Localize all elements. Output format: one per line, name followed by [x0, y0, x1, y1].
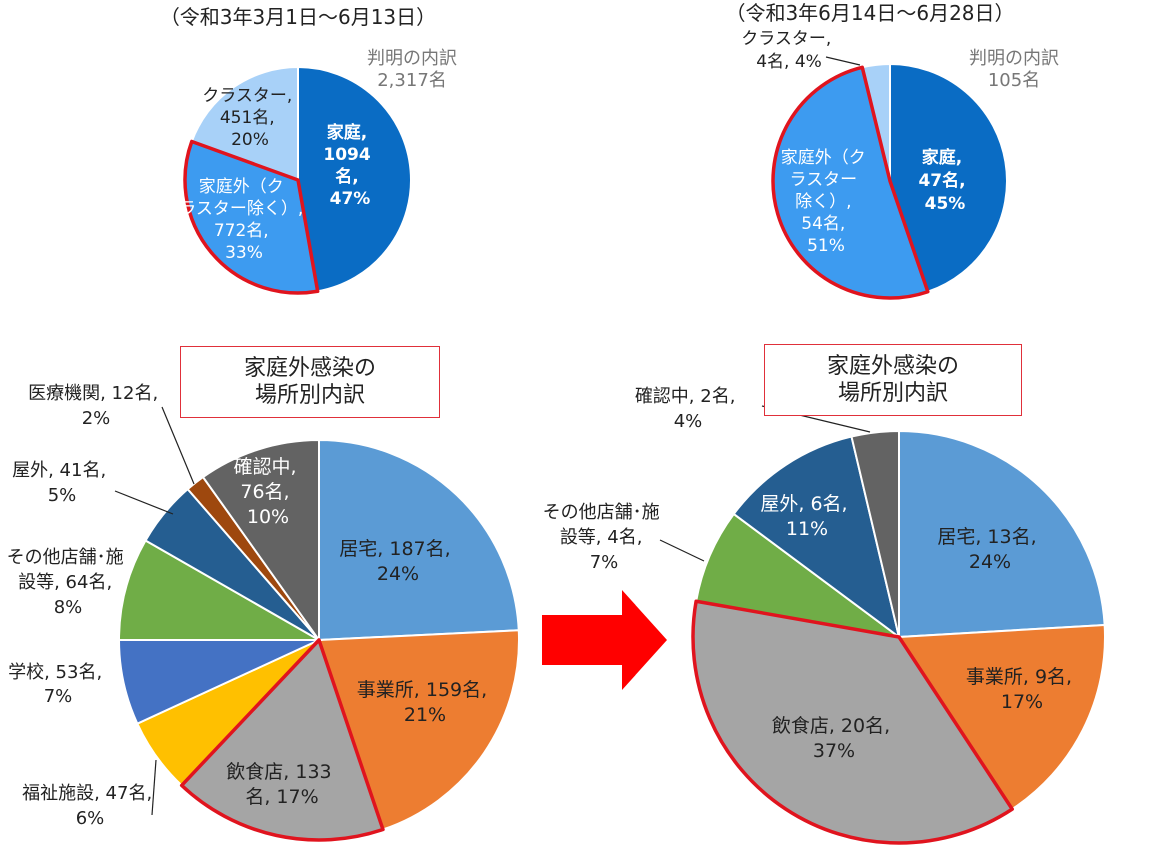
highlight-outline: [691, 599, 1014, 845]
chart1-labels: 家庭, 1094 名, 47% 家庭外（ク ラスター除く）, 772名, 33%…: [179, 86, 376, 263]
slice-label-gakkou-3: 学校, 53名, 7%: [8, 662, 108, 707]
slice-label-jigyousho-4: 事業所, 9名, 17%: [966, 666, 1078, 713]
chart1-subtitle-line1: 判明の内訳: [367, 48, 457, 69]
chart2-subtitle-line1: 判明の内訳: [969, 48, 1059, 69]
pie-slice: [297, 65, 412, 293]
slice-label-kakunin-3: 確認中, 76名, 10%: [233, 456, 302, 528]
pie-slice: [897, 623, 1106, 811]
highlight-outline: [179, 638, 385, 842]
pie-slice: [889, 62, 1008, 293]
slice-label-katei-1: 家庭, 1094 名, 47%: [323, 122, 376, 209]
pie-chart-4: [692, 429, 1106, 844]
slice-label-iryou-3: 医療機関, 12名, 2%: [28, 383, 164, 429]
highlight-outline: [771, 65, 930, 300]
leader-line-sonota4: [659, 539, 705, 562]
leader-line-iryou: [161, 406, 195, 485]
leader-line-fukushi: [151, 759, 157, 816]
chart1-subtitle-line2: 2,317名: [377, 70, 447, 91]
pie-slice: [732, 435, 901, 640]
leader-line-cluster2: [825, 56, 861, 66]
breakdown-title-box-right: 家庭外感染の 場所別内訳: [764, 344, 1022, 416]
pie-slice: [318, 438, 520, 642]
leader-line-okugai: [114, 490, 174, 515]
chart2-subtitle-line2: 105名: [988, 70, 1040, 91]
slice-label-kateigai-2: 家庭外（ク ラスター 除く）, 54名, 51%: [781, 148, 871, 256]
chart1-title: （令和3年3月1日～6月13日）: [160, 5, 436, 29]
slice-label-kyotaku-3: 居宅, 187名, 24%: [339, 538, 456, 585]
breakdown-title-line1: 家庭外感染の: [826, 354, 959, 379]
highlight-outline: [183, 139, 320, 295]
slice-label-kakunin-4: 確認中, 2名, 4%: [635, 386, 741, 432]
chart4-labels: 居宅, 13名, 24% 事業所, 9名, 17% 飲食店, 20名, 37% …: [543, 386, 1078, 762]
slice-label-katei-2: 家庭, 47名, 45%: [918, 147, 971, 214]
slice-label-inshokuten-3: 飲食店, 133 名, 17%: [226, 761, 337, 808]
pie-slice: [190, 65, 299, 182]
slice-label-cluster-1: クラスター, 451名, 20%: [202, 86, 297, 150]
pie-slice: [850, 429, 900, 638]
slice-label-cluster-2: クラスター, 4名, 4%: [741, 29, 836, 72]
breakdown-title-line2: 場所別内訳: [837, 381, 948, 406]
slice-label-sonota-4: その他店舗･施 設等, 4名, 7%: [543, 502, 666, 573]
breakdown-title-line1: 家庭外感染の: [243, 356, 376, 381]
chart2-labels: 家庭, 47名, 45% 家庭外（ク ラスター 除く）, 54名, 51% クラ…: [741, 29, 971, 256]
pie-slice: [694, 512, 900, 638]
highlight-outlines: [179, 65, 1014, 845]
breakdown-title-line2: 場所別内訳: [254, 383, 365, 408]
slice-label-sonota-3: その他店舗･施 設等, 64名, 8%: [7, 547, 130, 618]
slice-label-fukushi-3: 福祉施設, 47名, 6%: [22, 783, 158, 829]
slice-label-okugai-3: 屋外, 41名, 5%: [12, 460, 112, 506]
slice-label-kateigai-1: 家庭外（ク ラスター除く）, 772名, 33%: [179, 177, 308, 263]
slice-label-okugai-4: 屋外, 6名, 11%: [760, 493, 853, 540]
pie-slice: [317, 629, 520, 831]
chart2-title: （令和3年6月14日～6月28日）: [725, 1, 1014, 25]
pie-slice: [898, 429, 1106, 639]
right-arrow-icon: [542, 590, 667, 690]
chart3-labels: 居宅, 187名, 24% 事業所, 159名, 21% 飲食店, 133 名,…: [7, 383, 493, 829]
slice-label-inshokuten-4: 飲食店, 20名, 37%: [772, 715, 896, 762]
pie-slice: [117, 539, 323, 641]
pie-slice: [201, 438, 320, 644]
slice-label-kyotaku-4: 居宅, 13名, 24%: [937, 526, 1042, 573]
breakdown-title-box-left: 家庭外感染の 場所別内訳: [180, 346, 440, 418]
slice-label-jigyousho-3: 事業所, 159名, 21%: [357, 679, 493, 726]
